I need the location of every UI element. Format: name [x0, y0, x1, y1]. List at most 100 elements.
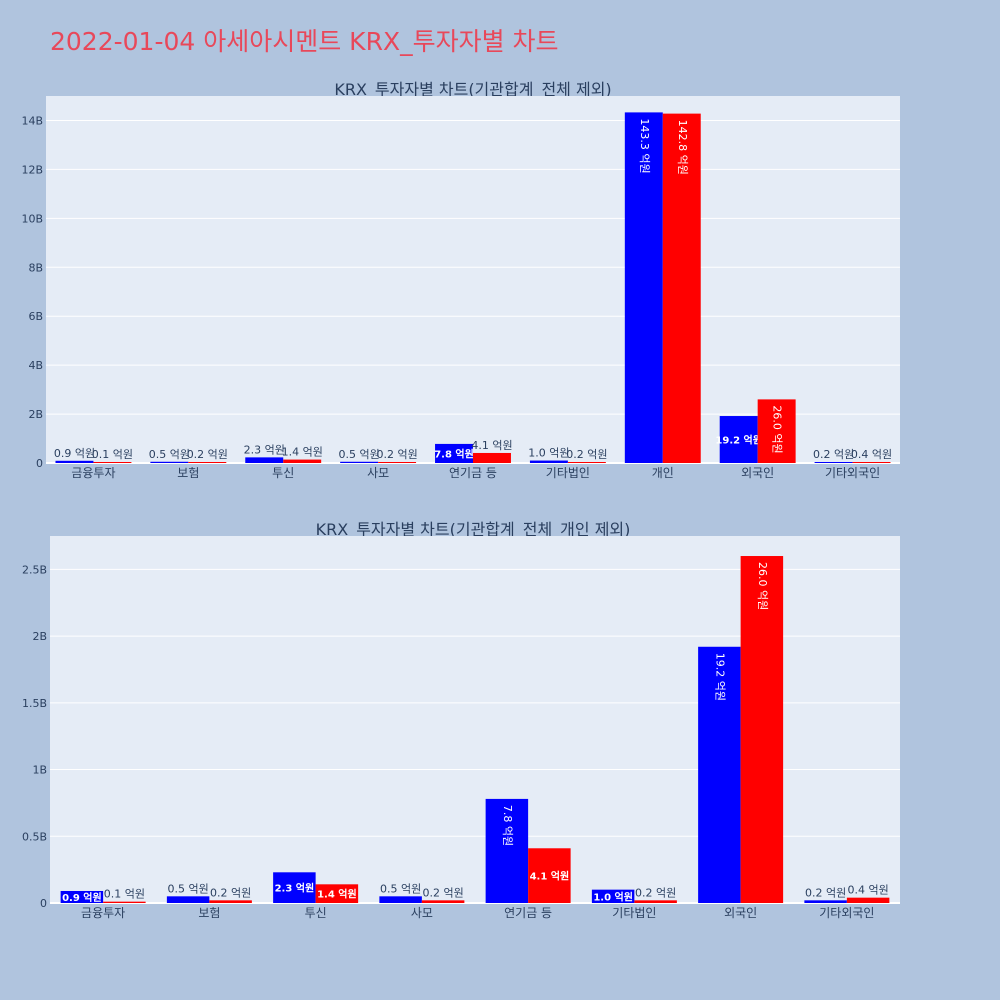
top-bar-blue [719, 416, 758, 463]
top-bar-blue [245, 457, 284, 463]
bottom-data-label: 0.5 억원 [380, 882, 421, 895]
chart-top: KRX_투자자별 차트(기관합계_전체 제외) 0 2B 4B 6B 8B 10B 12B 1… [21, 80, 900, 480]
top-bar-red [188, 462, 227, 463]
bottom-bar-red [634, 900, 677, 903]
top-ytick-label: 4B [28, 359, 43, 372]
top-bar-red [283, 459, 322, 463]
bottom-ytick-label: 2.5B [22, 563, 47, 576]
bottom-data-label: 0.2 억원 [423, 886, 464, 899]
bottom-bar-red [421, 900, 465, 903]
top-data-label: 0.5 억원 [339, 448, 380, 461]
bottom-data-label: 1.0 억원 [593, 890, 633, 903]
top-data-label: 0.2 억원 [376, 448, 417, 461]
top-data-label: 1.4 억원 [282, 446, 323, 459]
top-ytick-label: 8B [28, 261, 43, 274]
top-ytick-label: 12B [21, 163, 43, 176]
bottom-data-label: 0.1 억원 [104, 888, 145, 901]
bottom-data-label: 0.2 억원 [805, 886, 846, 899]
top-data-label: 142.8 억원 [676, 120, 689, 175]
top-data-label: 0.2 억원 [187, 448, 228, 461]
bottom-bar-blue [60, 890, 104, 903]
top-category-label: 연기금 등 [449, 466, 497, 480]
bottom-data-label: 0.2 억원 [635, 886, 676, 899]
bottom-bar-blue [698, 646, 741, 903]
top-ytick-label: 2B [28, 408, 43, 421]
bottom-data-label: 19.2 억원 [713, 653, 726, 701]
top-category-label: 외국인 [741, 466, 774, 480]
bottom-bar-blue [166, 896, 210, 903]
top-data-label: 0.5 억원 [149, 448, 190, 461]
bottom-bar-red [103, 901, 146, 903]
top-data-label: 4.1 억원 [471, 439, 512, 452]
bottom-category-label: 기타외국인 [819, 906, 874, 920]
top-bar-red [567, 462, 606, 463]
page-title: 2022-01-04 아세아시멘트 KRX_투자자별 차트 [50, 27, 559, 56]
top-category-label: 기타법인 [546, 466, 590, 480]
chart-top-title: KRX_투자자별 차트(기관합계_전체 제외) [334, 80, 611, 100]
bottom-bar-blue [485, 798, 529, 903]
bottom-bar-blue [591, 889, 635, 903]
top-bar-blue [814, 462, 853, 463]
top-ytick-label: 6B [28, 310, 43, 323]
chart-bottom: KRX_투자자별 차트(기관합계_전체_개인 제외) 0 0.5B 1B 1.5B 2B… [22, 520, 900, 920]
top-data-label: 0.4 억원 [851, 448, 892, 461]
bottom-data-label: 0.5 억원 [168, 882, 209, 895]
bottom-data-label: 2.3 억원 [275, 882, 315, 895]
bottom-category-label: 사모 [411, 906, 433, 920]
top-ytick-label: 0 [36, 457, 43, 470]
top-bar-blue [340, 461, 379, 463]
bottom-ytick-label: 0.5B [22, 830, 47, 843]
chart-bottom-title: KRX_투자자별 차트(기관합계_전체_개인 제외) [316, 520, 631, 540]
top-category-label: 개인 [652, 466, 674, 480]
bottom-data-label: 0.2 억원 [210, 886, 251, 899]
top-data-label: 26.0 억원 [771, 405, 784, 453]
bottom-category-label: 기타법인 [612, 906, 656, 920]
top-bar-blue [150, 461, 189, 463]
top-bar-blue [624, 112, 663, 463]
bottom-ytick-label: 1B [32, 764, 47, 777]
top-bar-red [662, 113, 701, 463]
top-bar-red [473, 452, 511, 463]
top-bar-red [757, 399, 796, 463]
bottom-ytick-label: 1.5B [22, 697, 47, 710]
bottom-data-label: 7.8 억원 [501, 805, 514, 846]
top-data-label: 0.9 억원 [54, 447, 95, 460]
top-data-label: 19.2 억원 [715, 434, 762, 447]
top-data-label: 0.2 억원 [566, 448, 607, 461]
bottom-data-label: 1.4 억원 [317, 888, 357, 901]
bottom-ytick-label: 0 [40, 897, 47, 910]
top-category-label: 투신 [272, 466, 294, 480]
bottom-category-label: 보험 [198, 906, 220, 920]
bottom-data-label: 0.9 억원 [62, 891, 102, 904]
bottom-bar-red [740, 556, 784, 903]
bottom-bar-red [315, 884, 359, 903]
top-bar-red [852, 462, 891, 463]
top-category-label: 기타외국인 [825, 466, 880, 480]
top-data-label: 7.8 억원 [434, 447, 474, 460]
top-data-label: 2.3 억원 [244, 443, 285, 456]
bottom-data-label: 0.4 억원 [848, 884, 889, 897]
bottom-bar-red [846, 897, 890, 903]
bottom-bar-blue [804, 900, 847, 903]
bottom-bar-red [209, 900, 252, 903]
top-category-label: 금융투자 [71, 466, 115, 480]
bottom-bar-blue [273, 872, 316, 903]
bottom-data-label: 26.0 억원 [756, 562, 769, 610]
top-data-label: 143.3 억원 [638, 118, 651, 173]
bottom-category-label: 연기금 등 [504, 906, 552, 920]
top-ytick-label: 14B [21, 114, 43, 127]
top-data-label: 0.2 억원 [813, 448, 854, 461]
top-bar-blue [435, 443, 473, 463]
top-ytick-label: 10B [21, 212, 43, 225]
bottom-category-label: 외국인 [724, 906, 757, 920]
bottom-bar-blue [379, 896, 422, 903]
bottom-ytick-label: 2B [32, 630, 47, 643]
bottom-category-label: 금융투자 [81, 906, 125, 920]
top-bar-red [378, 462, 417, 463]
bottom-bar-red [528, 848, 571, 903]
top-category-label: 사모 [367, 466, 389, 480]
top-category-label: 보험 [177, 466, 199, 480]
bottom-data-label: 4.1 억원 [530, 870, 570, 883]
top-bar-blue [529, 460, 568, 463]
top-data-label: 0.1 억원 [92, 448, 133, 461]
